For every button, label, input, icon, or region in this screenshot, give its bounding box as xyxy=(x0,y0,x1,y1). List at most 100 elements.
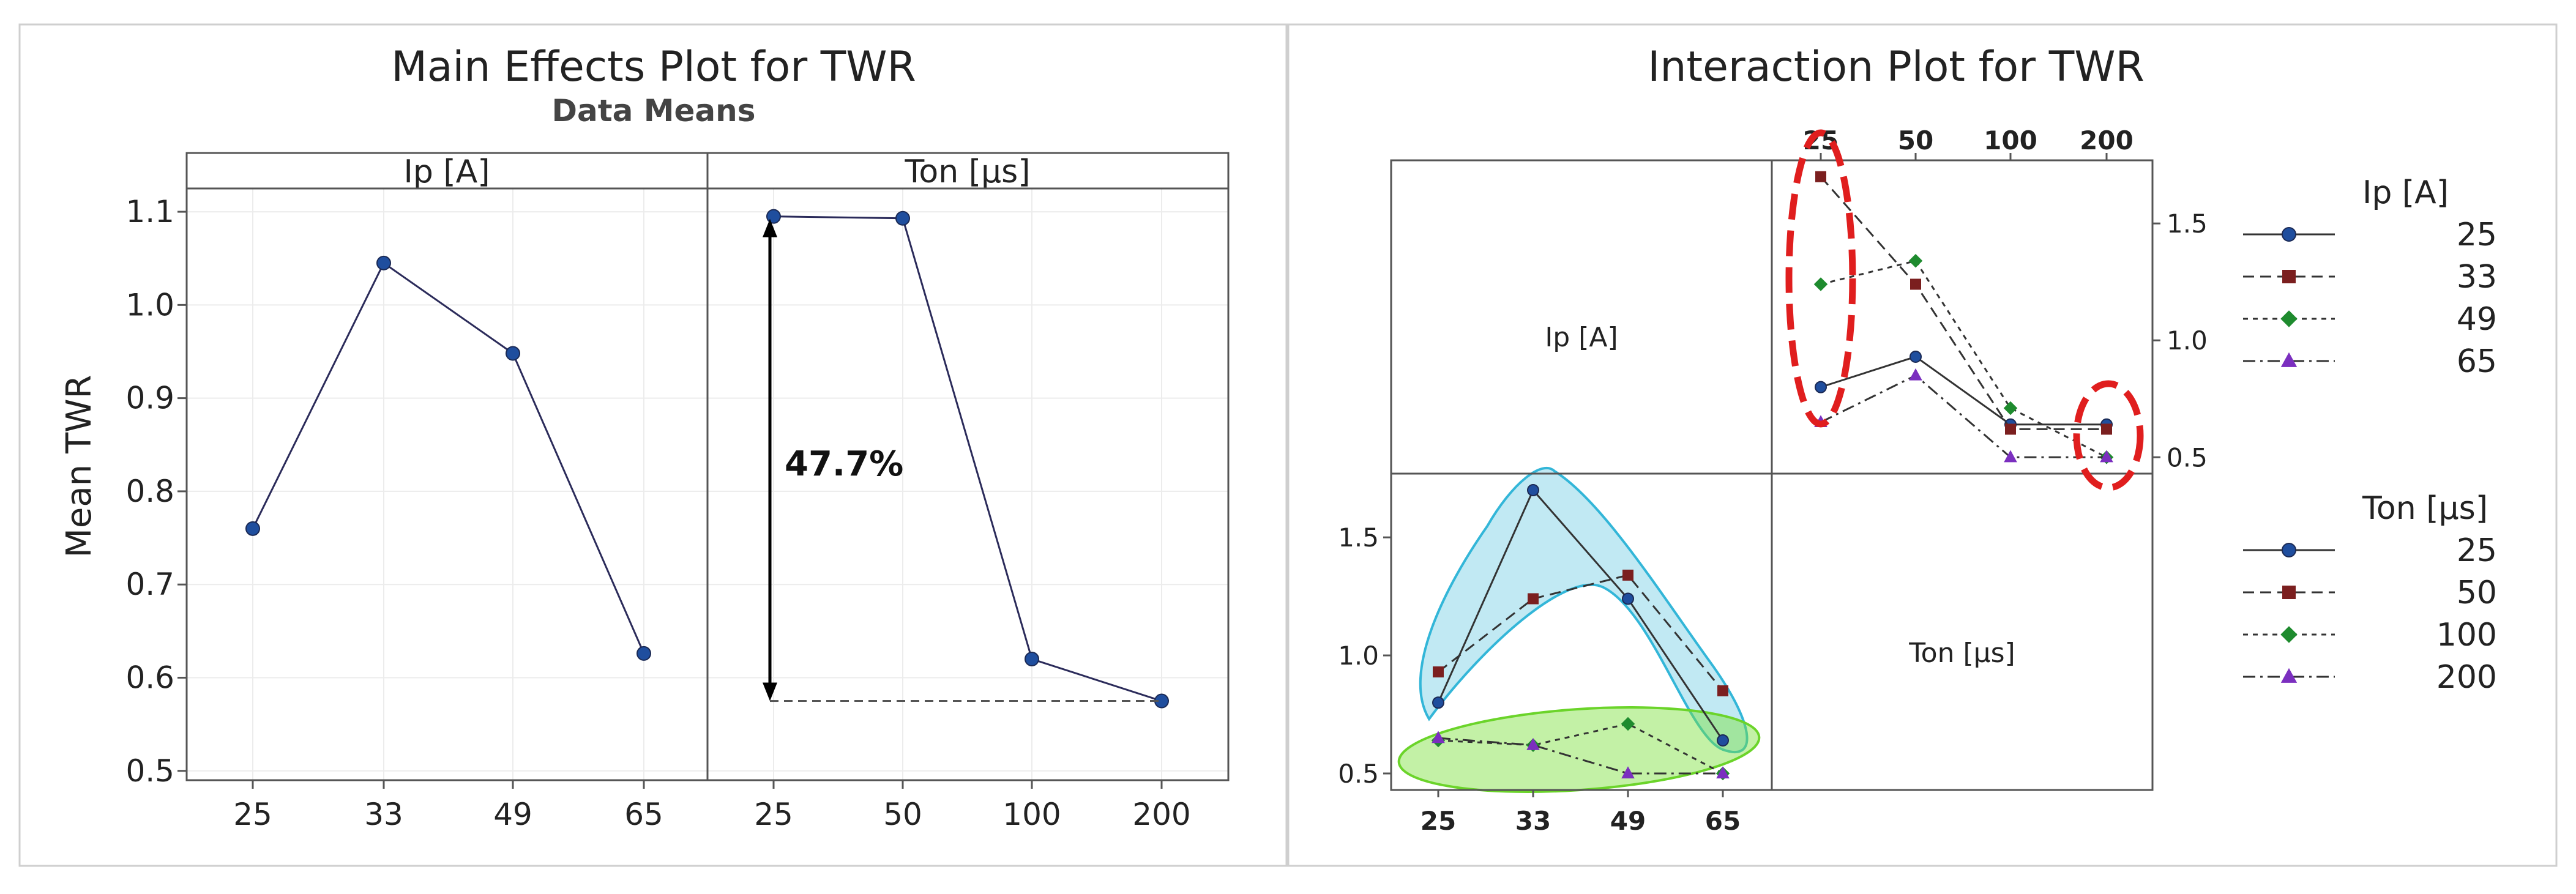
main-effects-data xyxy=(245,209,1169,709)
legend-ton-keys xyxy=(2243,543,2335,683)
legend-ip-entry: 25 xyxy=(2457,217,2497,253)
ip-ton-series-point xyxy=(1908,254,1923,268)
diagonal-label-ton: Ton [µs] xyxy=(1908,638,2015,669)
ton-ip-series-point xyxy=(1621,766,1635,779)
ton-ip-series-point xyxy=(1717,685,1728,696)
right-y-tick-label: 1.5 xyxy=(2167,209,2208,239)
range-arrow-head-bottom xyxy=(763,682,777,701)
main-effects-frame xyxy=(18,23,1288,867)
legend-title-ip: Ip [A] xyxy=(2362,174,2449,211)
left-y-ticks: 0.5 1.0 1.5 xyxy=(1338,523,1379,789)
main-effect-line xyxy=(252,261,645,654)
main-effects-subtitle: Data Means xyxy=(551,93,755,129)
legend-ton: Ton [µs] 25 50 100 200 xyxy=(2243,490,2497,696)
bottom-x-tick-label: 49 xyxy=(1610,806,1646,836)
ton-ip-series-line xyxy=(1438,574,1724,691)
right-y-ticks: 0.5 1.0 1.5 xyxy=(2167,209,2208,472)
ton-ip-series-line xyxy=(1438,723,1723,775)
main-effects-y-label: Mean TWR xyxy=(59,375,99,558)
legend-key-marker xyxy=(2282,543,2296,557)
ton-ip-series-point xyxy=(1432,731,1445,743)
y-tick-label: 0.9 xyxy=(125,381,174,416)
x-tick-label: 65 xyxy=(624,797,663,832)
ton-ip-series-point xyxy=(1527,484,1539,497)
main-effects-y-ticks: 0.5 0.6 0.7 0.8 0.9 1.0 1.1 xyxy=(125,194,174,789)
main-effect-point xyxy=(895,210,910,226)
highlight-green-region xyxy=(1397,706,1761,793)
ip-ton-series-point xyxy=(2101,423,2112,435)
legend-ip-entry: 65 xyxy=(2457,343,2497,380)
panel-top-left xyxy=(1390,159,1773,475)
legend-key-marker xyxy=(2280,352,2298,367)
ton-ip-series-point xyxy=(1621,717,1635,731)
main-effect-point xyxy=(245,521,260,536)
legend-ip: Ip [A] 25 33 49 65 xyxy=(2243,174,2497,380)
legend-key-marker xyxy=(2280,668,2298,683)
top-x-tick-label: 100 xyxy=(1984,125,2037,155)
top-x-tick-label: 200 xyxy=(2080,125,2134,155)
ton-ip-series-point xyxy=(1622,569,1633,581)
main-effect-line xyxy=(773,215,1162,702)
y-tick-label: 0.6 xyxy=(125,660,174,695)
ip-ton-series-line xyxy=(1820,176,2107,430)
legend-key-marker xyxy=(2280,626,2298,643)
left-y-tick-label: 1.0 xyxy=(1338,641,1379,671)
ip-ton-series-point xyxy=(1815,171,1826,182)
panel-bottom-right xyxy=(1771,472,2154,791)
main-effects-plot: Main Effects Plot for TWR Data Means Mea… xyxy=(59,43,1230,832)
main-effects-title: Main Effects Plot for TWR xyxy=(391,43,916,91)
legend-ton-entry: 50 xyxy=(2457,575,2497,611)
ton-ip-series-line xyxy=(1437,488,1724,741)
x-tick-label: 49 xyxy=(493,797,532,832)
x-tick-label: 25 xyxy=(233,797,272,832)
ton-ip-series-point xyxy=(1717,734,1729,747)
top-x-ticks: 25 50 100 200 xyxy=(1803,125,2134,155)
interaction-title: Interaction Plot for TWR xyxy=(1648,43,2144,91)
ip-ton-series-point xyxy=(2004,450,2017,463)
panel-ip-border xyxy=(185,187,709,781)
highlight-red-right xyxy=(2073,380,2144,491)
range-percent-label: 47.7% xyxy=(785,444,903,484)
legend-key-marker xyxy=(2282,586,2296,599)
legend-key-marker xyxy=(2282,227,2296,242)
range-arrow-head-top xyxy=(763,218,777,237)
x-tick-label: 25 xyxy=(754,797,793,832)
ton-ip-series-point xyxy=(1526,737,1540,750)
ip-ton-series-point xyxy=(2003,401,2018,415)
y-tick-label: 1.1 xyxy=(125,194,174,229)
diagonal-label-ip: Ip [A] xyxy=(1545,322,1618,353)
ton-ip-series-point xyxy=(1622,592,1634,605)
right-y-tick-label: 0.5 xyxy=(2167,442,2208,472)
legend-key-marker xyxy=(2280,310,2298,327)
y-tick-label: 0.5 xyxy=(125,753,174,789)
main-effect-point xyxy=(506,346,520,361)
main-effect-point xyxy=(766,209,781,224)
y-tick-label: 1.0 xyxy=(125,287,174,322)
y-tick-label: 0.7 xyxy=(125,567,174,602)
main-effect-point xyxy=(376,255,391,270)
left-y-tick-label: 0.5 xyxy=(1338,759,1379,789)
top-x-tick-label: 50 xyxy=(1898,125,1933,155)
ton-ip-series-point xyxy=(1528,593,1539,605)
highlight-cyan-region xyxy=(1419,467,1749,754)
main-effects-x-ticks: 25 33 49 65 25 50 100 200 xyxy=(233,797,1191,832)
x-tick-label: 200 xyxy=(1132,797,1190,832)
left-y-tick-label: 1.5 xyxy=(1338,523,1379,553)
legend-ton-entry: 25 xyxy=(2457,532,2497,569)
ip-ton-series-line xyxy=(1820,356,2107,426)
legend-ip-entry: 49 xyxy=(2457,301,2497,338)
legend-ip-keys xyxy=(2243,227,2335,367)
ton-ip-series-point xyxy=(1432,696,1444,709)
bottom-x-tick-label: 25 xyxy=(1421,806,1456,836)
ip-ton-series-point xyxy=(1815,381,1827,393)
ip-ton-series-point xyxy=(1813,277,1828,291)
legend-key-marker xyxy=(2282,270,2296,283)
ton-ip-series-point xyxy=(1433,666,1444,678)
interaction-frame xyxy=(1287,23,2558,867)
interaction-plot: Interaction Plot for TWR Ip [A] Ton [µs]… xyxy=(1338,43,2497,836)
interaction-data xyxy=(1383,153,2160,797)
range-annotation: 47.7% xyxy=(763,218,1163,702)
ip-ton-series-point xyxy=(1910,278,1921,290)
